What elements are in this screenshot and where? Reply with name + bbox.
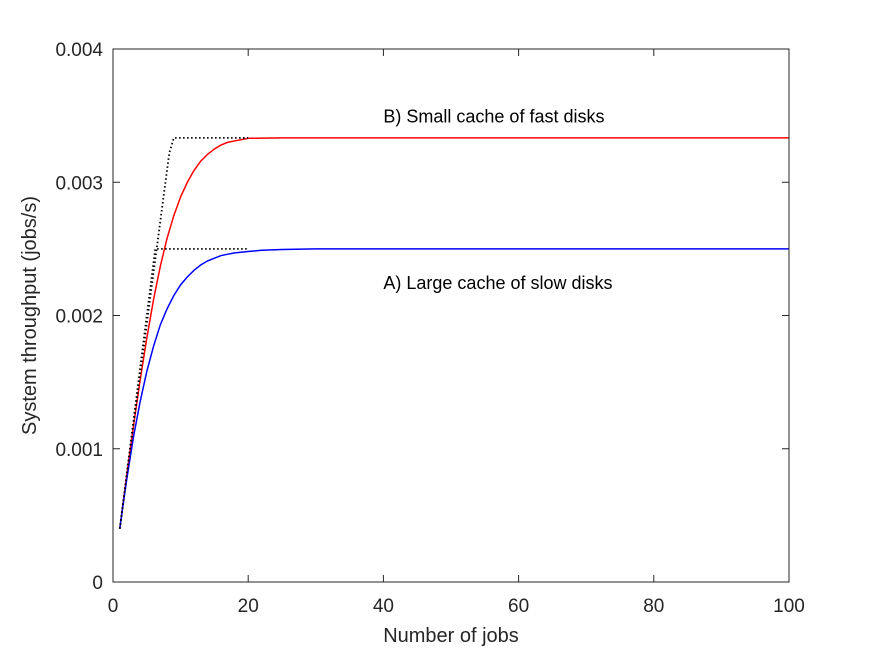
plot-frame	[112, 48, 790, 583]
x-tick-label: 100	[773, 596, 805, 617]
x-tick-label: 20	[238, 596, 259, 617]
y-tick-label: 0.003	[55, 173, 103, 194]
x-axis-label: Number of jobs	[383, 625, 519, 647]
annotation-label: A) Large cache of slow disks	[383, 273, 612, 293]
x-axis-ticks: 0 20 40 60 80 100	[108, 49, 805, 617]
series-line-2	[118, 136, 249, 529]
y-tick-label: 0.002	[55, 307, 103, 328]
annotations: B) Small cache of fast disks A) Large cac…	[383, 107, 612, 294]
annotation-label: B) Small cache of fast disks	[383, 107, 604, 127]
series-line-1	[119, 248, 789, 529]
x-tick-label: 40	[373, 596, 394, 617]
y-tick-label: 0.001	[55, 440, 103, 461]
x-tick-label: 0	[108, 596, 119, 617]
y-tick-label: 0.004	[55, 40, 103, 61]
y-axis-label: System throughput (jobs/s)	[19, 196, 41, 435]
y-tick-label: 0	[92, 573, 103, 594]
x-tick-label: 80	[643, 596, 664, 617]
y-axis-ticks: 0 0.001 0.002 0.003 0.004	[55, 40, 789, 594]
series-line-0	[119, 137, 789, 529]
x-tick-label: 60	[508, 596, 529, 617]
series-lines	[118, 136, 789, 529]
series-line-3	[118, 247, 249, 529]
